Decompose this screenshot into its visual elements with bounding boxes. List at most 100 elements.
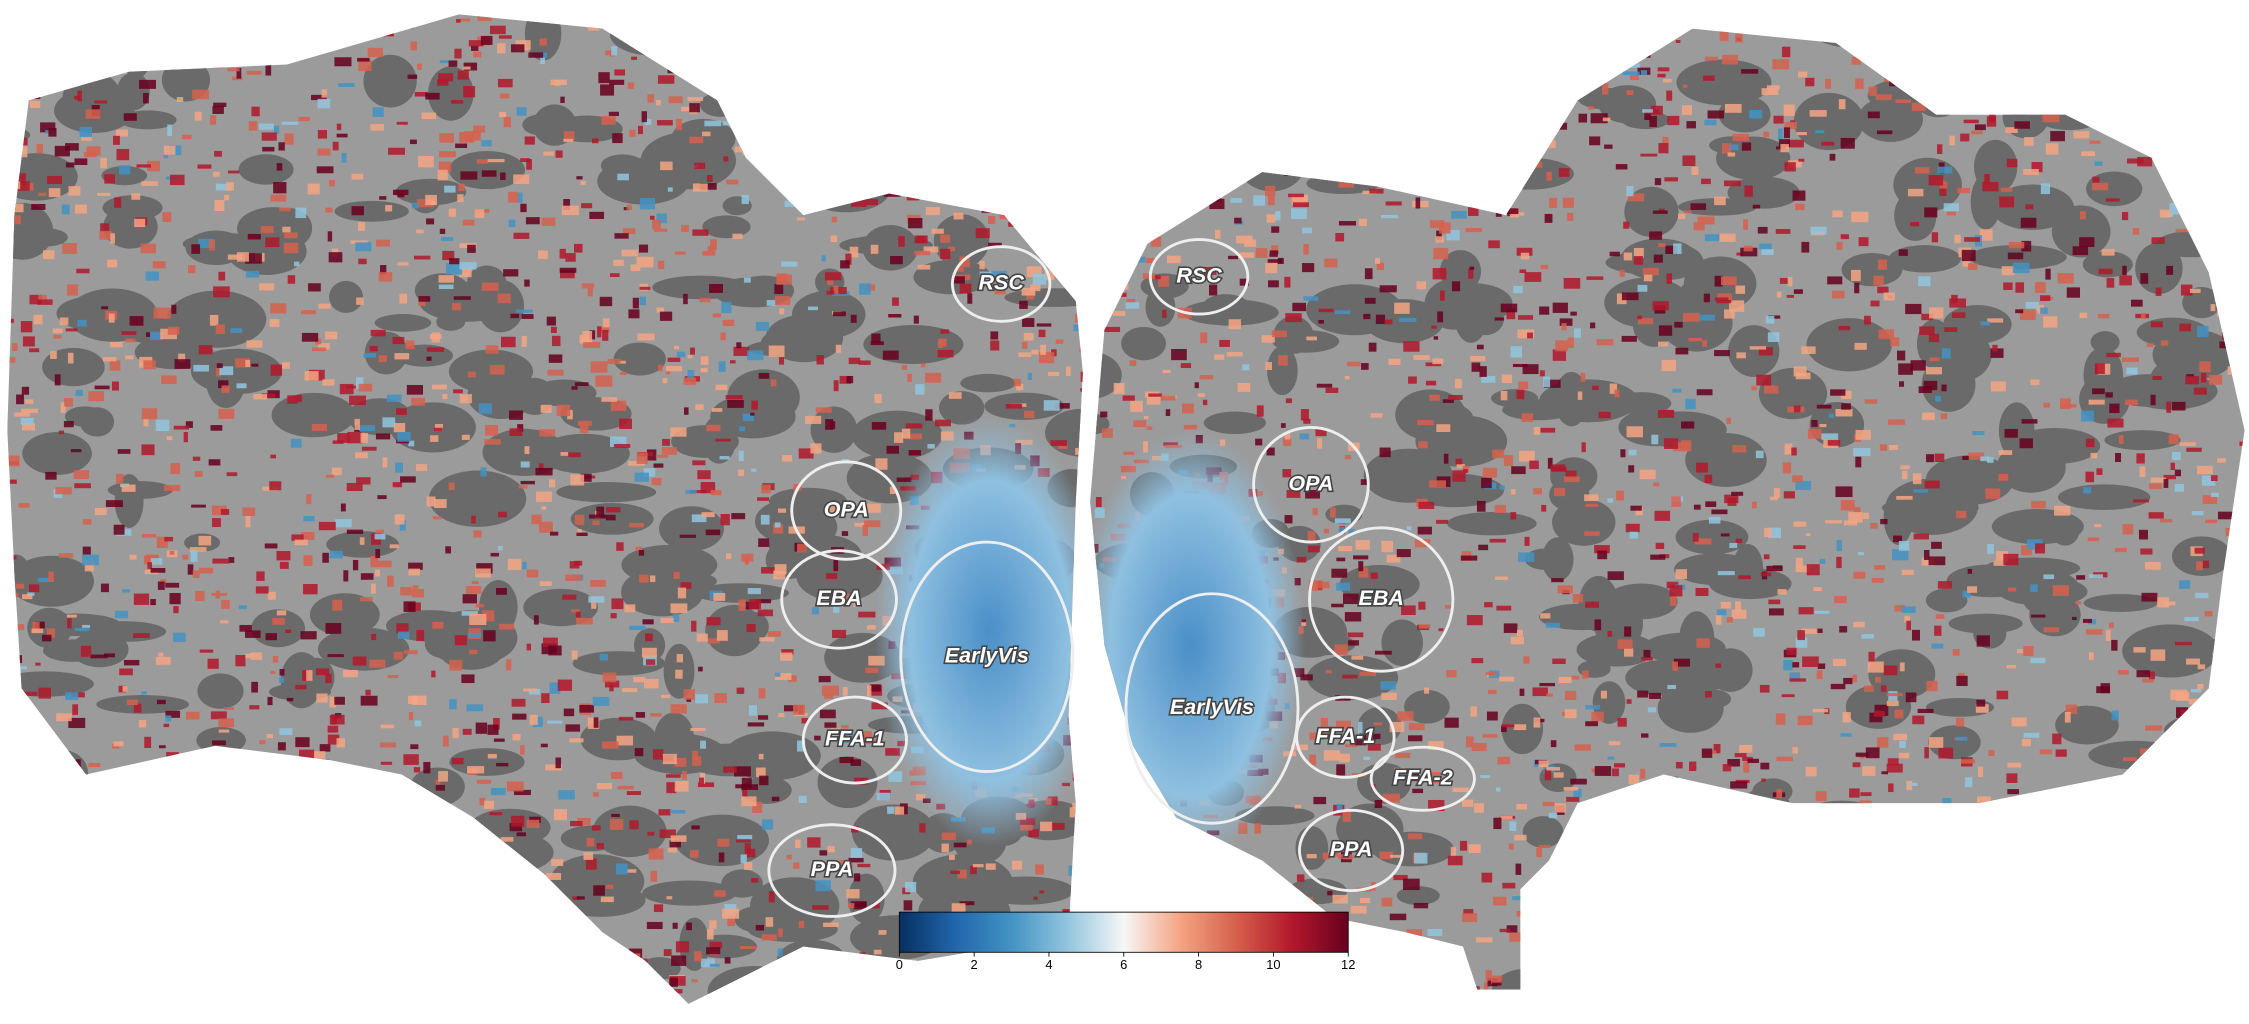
activation-patch <box>36 143 43 154</box>
activation-patch <box>831 999 842 1004</box>
sulcus <box>721 869 763 898</box>
activation-patch <box>1577 915 1594 926</box>
activation-patch <box>518 485 528 489</box>
activation-patch <box>2092 176 2100 183</box>
activation-patch <box>920 136 936 145</box>
activation-patch <box>220 620 229 624</box>
activation-patch <box>1090 124 1101 135</box>
activation-patch <box>399 293 408 304</box>
activation-patch <box>695 1012 710 1020</box>
activation-patch <box>1002 142 1012 146</box>
activation-patch <box>380 724 395 729</box>
activation-patch <box>1161 883 1166 895</box>
activation-patch <box>78 998 86 1004</box>
activation-patch <box>1624 991 1633 996</box>
activation-patch <box>1817 663 1826 669</box>
activation-patch <box>2057 273 2074 284</box>
activation-patch <box>999 208 1014 220</box>
activation-patch <box>917 29 926 41</box>
activation-patch <box>2019 71 2024 80</box>
activation-patch <box>1329 20 1344 27</box>
activation-patch <box>438 73 454 82</box>
activation-patch <box>1645 6 1657 12</box>
activation-patch <box>1836 241 1843 250</box>
activation-patch <box>1926 454 1935 463</box>
activation-patch <box>1768 599 1781 605</box>
activation-patch <box>1759 909 1769 917</box>
sulcus <box>1794 945 1834 974</box>
activation-patch <box>1623 71 1640 75</box>
activation-patch <box>1003 0 1017 10</box>
activation-patch <box>325 673 332 684</box>
activation-patch <box>1777 589 1787 595</box>
activation-patch <box>1759 684 1770 693</box>
activation-patch <box>516 950 531 958</box>
activation-patch <box>777 948 783 957</box>
sulcus <box>1664 779 1706 819</box>
activation-patch <box>163 786 180 797</box>
activation-patch <box>452 979 465 983</box>
activation-patch <box>755 321 770 331</box>
sulcus <box>1948 613 2023 634</box>
activation-patch <box>2 736 7 746</box>
activation-patch <box>1417 526 1432 535</box>
sulcus <box>2051 205 2111 258</box>
activation-patch <box>1561 323 1567 331</box>
activation-patch <box>387 674 399 679</box>
activation-patch <box>1432 28 1440 33</box>
activation-patch <box>1662 136 1669 145</box>
activation-patch <box>2186 447 2202 452</box>
activation-patch <box>548 354 563 363</box>
activation-patch <box>1365 77 1382 87</box>
activation-patch <box>1650 105 1663 115</box>
activation-patch <box>29 294 42 305</box>
activation-patch <box>1219 59 1235 67</box>
sulcus <box>43 639 103 662</box>
activation-patch <box>2025 301 2040 311</box>
activation-patch <box>467 371 476 378</box>
activation-patch <box>2063 28 2075 31</box>
activation-patch <box>2179 442 2196 446</box>
activation-patch <box>608 111 619 116</box>
activation-patch <box>75 389 83 396</box>
activation-patch <box>1949 298 1967 308</box>
activation-patch <box>854 522 866 527</box>
activation-patch <box>15 655 23 664</box>
activation-patch <box>1449 74 1462 83</box>
sulcus <box>679 917 710 971</box>
activation-patch <box>378 355 387 363</box>
activation-patch <box>1119 264 1126 272</box>
activation-patch <box>1714 893 1723 905</box>
activation-patch <box>440 237 454 241</box>
activation-patch <box>1611 967 1624 976</box>
activation-patch <box>1334 518 1351 524</box>
activation-patch <box>841 725 849 729</box>
activation-patch <box>1607 571 1624 581</box>
activation-patch <box>548 479 556 488</box>
activation-patch <box>1652 301 1669 311</box>
activation-patch <box>1652 873 1658 885</box>
activation-patch <box>878 930 887 935</box>
activation-patch <box>115 69 127 74</box>
activation-patch <box>1451 985 1457 990</box>
activation-patch <box>1795 565 1811 573</box>
activation-patch <box>1178 192 1192 197</box>
activation-patch <box>1548 1000 1554 1006</box>
activation-patch <box>1176 57 1190 67</box>
activation-patch <box>690 727 706 732</box>
activation-patch <box>1230 1004 1243 1010</box>
activation-patch <box>1143 415 1149 420</box>
activation-patch <box>1035 973 1053 980</box>
activation-patch <box>405 340 415 350</box>
activation-patch <box>1540 919 1550 931</box>
activation-patch <box>687 97 704 101</box>
activation-patch <box>1690 203 1707 210</box>
activation-patch <box>150 599 156 606</box>
activation-patch <box>988 157 1004 167</box>
activation-patch <box>983 46 996 52</box>
activation-patch <box>260 827 266 839</box>
activation-patch <box>1012 860 1023 870</box>
activation-patch <box>1459 10 1469 20</box>
activation-patch <box>727 399 744 408</box>
activation-patch <box>895 972 910 983</box>
